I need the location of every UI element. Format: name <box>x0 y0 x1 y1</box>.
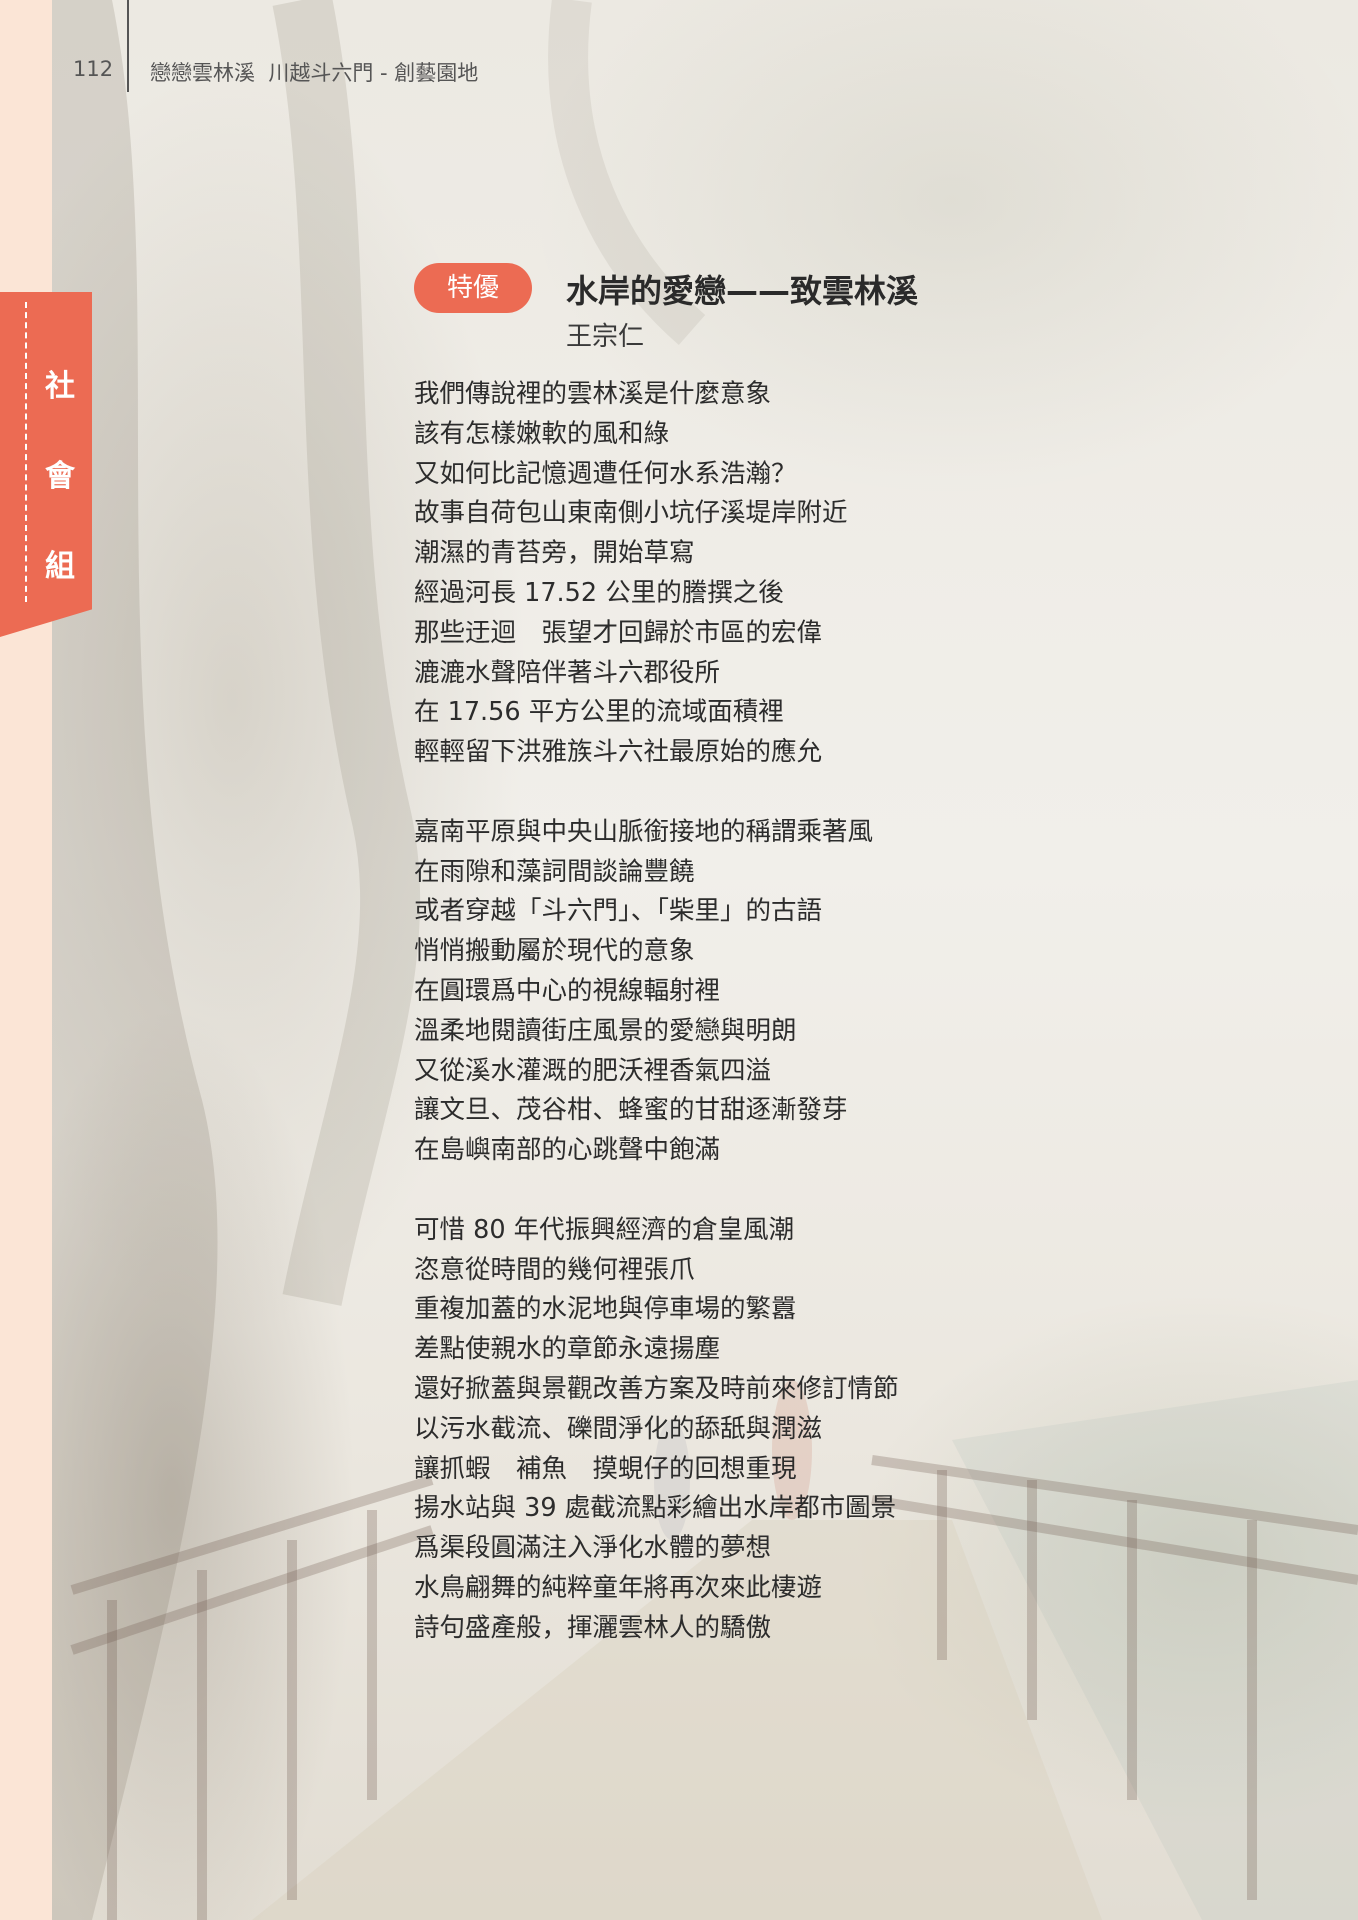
page-edge-strip <box>0 0 52 1920</box>
stanza: 嘉南平原與中央山脈銜接地的稱謂乘著風 在雨隙和藻詞間談論豐饒 或者穿越「斗六門」… <box>414 813 1194 1171</box>
verse-line: 我們傳說裡的雲林溪是什麼意象 <box>414 379 772 409</box>
verse-line: 爲渠段圓滿注入淨化水體的夢想 <box>414 1533 772 1564</box>
verse-line: 在島嶼南部的心跳聲中飽滿 <box>414 1135 721 1166</box>
verse-line: 還好掀蓋與景觀改善方案及時前來修訂情節 <box>414 1373 899 1404</box>
verse-line: 揚水站與 39 處截流點彩繪出水岸都市圖景 <box>414 1493 897 1524</box>
verse-line: 水鳥翩舞的純粹童年將再次來此棲遊 <box>414 1572 823 1603</box>
verse-line: 又從溪水灌溉的肥沃裡香氣四溢 <box>414 1055 772 1086</box>
background-photo <box>52 0 1358 1920</box>
verse-line: 以污水截流、礫間淨化的舔舐與潤滋 <box>414 1413 823 1444</box>
stanza: 可惜 80 年代振興經濟的倉皇風潮 恣意從時間的幾何裡張爪 重複加蓋的水泥地與停… <box>414 1211 1194 1649</box>
section-tab: 社會組 <box>0 292 92 637</box>
verse-line: 在雨隙和藻詞間談論豐饒 <box>414 856 695 887</box>
verse-line: 輕輕留下洪雅族斗六社最原始的應允 <box>414 737 823 768</box>
verse-line: 讓抓蝦 補魚 摸蜆仔的回想重現 <box>414 1453 797 1484</box>
poem-title: 水岸的愛戀——致雲林溪 <box>566 272 919 310</box>
running-title: 戀戀雲林溪 川越斗六門 - 創藝園地 <box>150 61 479 85</box>
verse-line: 故事自荷包山東南側小坑仔溪堤岸附近 <box>414 498 848 529</box>
verse-line: 差點使親水的章節永遠揚塵 <box>414 1334 721 1365</box>
award-badge: 特優 <box>414 263 532 313</box>
verse-line: 恣意從時間的幾何裡張爪 <box>414 1254 695 1285</box>
verse-line: 在 17.56 平方公里的流域面積裡 <box>414 697 784 728</box>
verse-line: 該有怎樣嫩軟的風和綠 <box>414 418 670 449</box>
poem-body: 我們傳說裡的雲林溪是什麼意象 該有怎樣嫩軟的風和綠 又如何比記憶週遭任何水系浩瀚… <box>414 375 1194 1649</box>
verse-line: 重複加蓋的水泥地與停車場的繁囂 <box>414 1294 797 1325</box>
verse-line: 讓文旦、茂谷柑、蜂蜜的甘甜逐漸發芽 <box>414 1095 848 1126</box>
page-number: 112 <box>73 57 114 81</box>
verse-line: 經過河長 17.52 公里的謄撰之後 <box>414 577 784 608</box>
header-divider <box>127 0 129 92</box>
poem-author: 王宗仁 <box>566 322 645 352</box>
verse-line: 詩句盛產般，揮灑雲林人的驕傲 <box>414 1612 772 1643</box>
verse-line: 潮濕的青苔旁，開始草寫 <box>414 538 695 569</box>
verse-line: 溫柔地閱讀街庄風景的愛戀與明朗 <box>414 1015 797 1046</box>
verse-line: 又如何比記憶週遭任何水系浩瀚？ <box>414 458 797 489</box>
section-tab-label: 社會組 <box>45 369 75 584</box>
verse-line: 漉漉水聲陪伴著斗六郡役所 <box>414 657 721 688</box>
tab-dashed-line <box>25 302 27 602</box>
stanza: 我們傳說裡的雲林溪是什麼意象 該有怎樣嫩軟的風和綠 又如何比記憶週遭任何水系浩瀚… <box>414 375 1194 773</box>
verse-line: 在圓環爲中心的視線輻射裡 <box>414 975 721 1006</box>
verse-line: 嘉南平原與中央山脈銜接地的稱謂乘著風 <box>414 816 874 847</box>
verse-line: 悄悄搬動屬於現代的意象 <box>414 936 695 967</box>
verse-line: 或者穿越「斗六門」、「柴里」的古語 <box>414 896 823 927</box>
verse-line: 那些迂迴 張望才回歸於市區的宏偉 <box>414 617 823 648</box>
verse-line: 可惜 80 年代振興經濟的倉皇風潮 <box>414 1214 795 1245</box>
